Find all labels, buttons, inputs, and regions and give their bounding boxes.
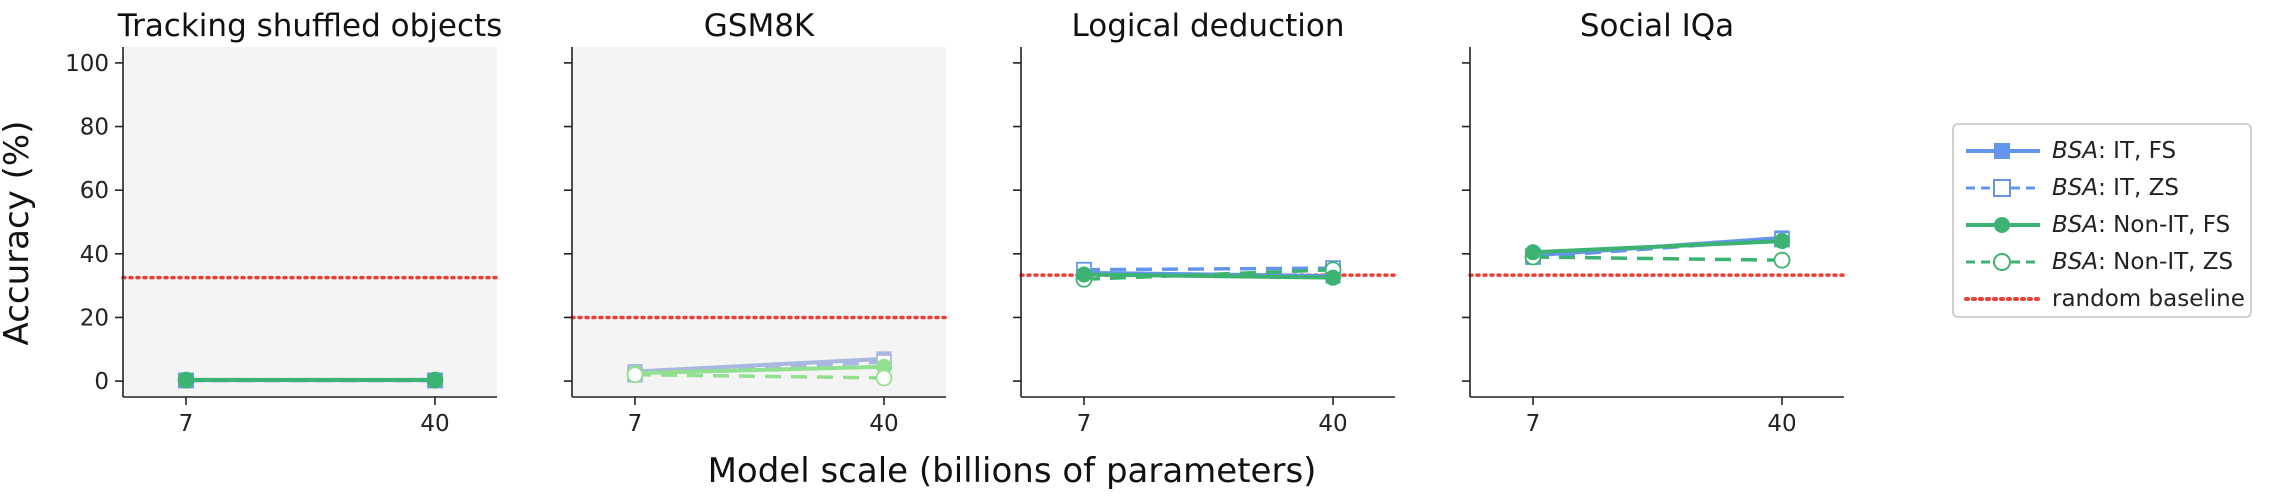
y-axis-label: Accuracy (%) (0, 121, 37, 346)
legend-label-nonit-fs: BSA: Non-IT, FS (2052, 212, 2231, 238)
y-tick-label: 60 (80, 178, 109, 204)
legend-item-nonit-zs: BSA: Non-IT, ZS (1954, 244, 2233, 280)
legend-label-random-baseline: random baseline (2052, 286, 2245, 312)
panel-background (572, 47, 946, 397)
point-nonit_zs (1773, 251, 1791, 269)
panel-background (1470, 47, 1844, 397)
x-tick-label: 40 (869, 411, 898, 437)
legend-swatch-it-zs (1966, 179, 2040, 197)
point-nonit_fs (1325, 269, 1341, 286)
series-line-nonit_zs (634, 372, 885, 380)
legend-item-random-baseline: random baseline (1954, 281, 2245, 317)
legend-swatch-nonit-zs (1966, 253, 2040, 271)
series-line-nonit_zs (1532, 255, 1783, 262)
series-line-it_fs (634, 356, 885, 374)
x-tick-label: 40 (1767, 411, 1796, 437)
panel-title: Tracking shuffled objects (117, 8, 503, 44)
panel-3: Logical deduction 7 40 (1013, 8, 1397, 437)
point-nonit_fs (1525, 244, 1541, 261)
panel-title: Logical deduction (1072, 8, 1345, 44)
point-nonit_fs (427, 371, 443, 388)
panel-title: GSM8K (704, 8, 815, 44)
series-line-nonit_fs (1083, 272, 1334, 280)
point-nonit_fs (1076, 266, 1092, 283)
x-tick-label: 7 (1077, 411, 1092, 437)
x-tick-label: 7 (1526, 411, 1541, 437)
panel-background (1021, 47, 1395, 397)
legend: BSA: IT, FS BSA: IT, ZS BSA: Non-IT, FS … (1952, 123, 2252, 318)
x-tick-label: 7 (628, 411, 643, 437)
panel-title: Social IQa (1580, 8, 1734, 44)
legend-item-it-fs: BSA: IT, FS (1954, 133, 2176, 169)
x-tick-label: 40 (420, 411, 449, 437)
series-line-nonit_zs (1083, 267, 1334, 282)
point-nonit_zs (875, 369, 893, 387)
panel-4: Social IQa 7 40 (1462, 8, 1846, 437)
point-nonit_zs (626, 366, 644, 384)
x-tick-label: 40 (1318, 411, 1347, 437)
point-nonit_fs (178, 371, 194, 388)
legend-label-nonit-zs: BSA: Non-IT, ZS (2052, 249, 2234, 275)
legend-swatch-nonit-fs (1966, 217, 2040, 233)
legend-item-it-zs: BSA: IT, ZS (1954, 170, 2179, 206)
x-axis-label: Model scale (billions of parameters) (708, 451, 1317, 491)
series-line-nonit_fs (634, 364, 885, 376)
legend-label-it-fs: BSA: IT, FS (2052, 138, 2177, 164)
series-line-it_zs (1083, 266, 1334, 272)
legend-item-nonit-fs: BSA: Non-IT, FS (1954, 207, 2230, 243)
legend-swatch-random-baseline (1964, 297, 2042, 301)
y-tick-label: 20 (80, 305, 109, 331)
legend-swatch-it-fs (1966, 143, 2040, 159)
x-tick-label: 7 (179, 411, 194, 437)
chart-panels: Tracking shuffled objects 0 20 40 60 80 100 7 40… (65, 8, 1846, 437)
panel-1: Tracking shuffled objects 0 20 40 60 80 100 7 40 (65, 8, 502, 437)
y-tick-label: 80 (80, 115, 109, 141)
y-tick-label: 100 (65, 51, 109, 77)
y-tick-label: 40 (80, 242, 109, 268)
series-line-nonit_fs (1532, 239, 1783, 255)
legend-label-it-zs: BSA: IT, ZS (2052, 175, 2179, 201)
panel-2: GSM8K 7 40 (564, 8, 948, 437)
y-tick-label: 0 (94, 369, 109, 395)
panel-background (123, 47, 497, 397)
point-nonit_fs (1774, 233, 1790, 250)
